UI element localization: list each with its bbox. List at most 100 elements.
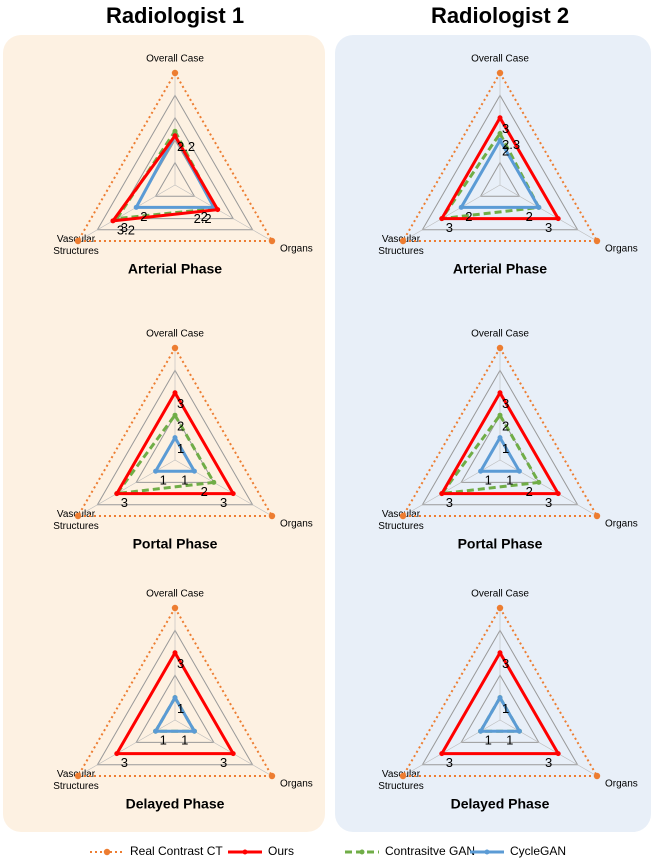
series-line bbox=[77, 607, 273, 777]
value-label: 3 bbox=[121, 220, 128, 235]
series-marker bbox=[74, 237, 82, 245]
column-title: Radiologist 1 bbox=[106, 3, 244, 28]
axis-line bbox=[174, 184, 273, 242]
value-label: 3 bbox=[446, 495, 453, 510]
series-marker bbox=[496, 604, 504, 612]
value-label: 1 bbox=[506, 733, 513, 748]
value-label: 1 bbox=[181, 733, 188, 748]
series-line bbox=[402, 607, 598, 777]
series-marker bbox=[536, 479, 542, 485]
series-marker bbox=[593, 772, 601, 780]
axis-label: VascularStructures bbox=[53, 769, 99, 792]
axis-label: VascularStructures bbox=[53, 234, 99, 257]
series-marker bbox=[478, 468, 484, 474]
value-label: 1 bbox=[160, 473, 167, 488]
series-marker bbox=[171, 344, 179, 352]
grid-ring bbox=[421, 629, 579, 766]
value-label: 3 bbox=[545, 220, 552, 235]
grid-ring bbox=[96, 629, 254, 766]
chart-title: Arterial Phase bbox=[128, 261, 222, 277]
series-marker bbox=[133, 204, 139, 210]
series-line bbox=[77, 347, 273, 517]
series-marker bbox=[268, 512, 276, 520]
series-marker bbox=[497, 137, 503, 143]
grid-ring bbox=[421, 369, 579, 506]
axis-line bbox=[174, 719, 273, 777]
series-line bbox=[440, 651, 560, 756]
series-marker bbox=[172, 412, 178, 418]
value-label: 2 bbox=[465, 209, 472, 224]
series-marker bbox=[439, 751, 445, 757]
value-label: 3 bbox=[502, 396, 509, 411]
series-marker bbox=[172, 133, 178, 139]
series-line bbox=[459, 138, 541, 209]
series-marker bbox=[497, 650, 503, 656]
grid-ring bbox=[460, 674, 540, 743]
series-marker bbox=[171, 69, 179, 77]
grid-ring bbox=[96, 369, 254, 506]
series-line bbox=[111, 134, 220, 223]
value-label: 1 bbox=[177, 701, 184, 716]
value-label: 2.2 bbox=[177, 139, 195, 154]
series-marker bbox=[497, 412, 503, 418]
value-label: 1 bbox=[502, 701, 509, 716]
axis-line bbox=[77, 459, 176, 517]
axis-label: Organs bbox=[605, 779, 638, 790]
legend-label: Real Contrast CT bbox=[130, 844, 223, 858]
value-label: 2.2 bbox=[194, 211, 212, 226]
axis-line bbox=[402, 459, 501, 517]
axis-line bbox=[402, 184, 501, 242]
value-label: 3 bbox=[177, 396, 184, 411]
axis-line bbox=[77, 184, 176, 242]
series-marker bbox=[268, 772, 276, 780]
series-marker bbox=[230, 491, 236, 497]
series-marker bbox=[215, 207, 221, 213]
value-label: 2 bbox=[526, 484, 533, 499]
series-line bbox=[479, 436, 521, 473]
value-label: 3 bbox=[502, 121, 509, 136]
legend-marker bbox=[103, 848, 111, 856]
grid-ring bbox=[135, 674, 215, 743]
series-marker bbox=[172, 695, 178, 701]
series-marker bbox=[268, 237, 276, 245]
series-marker bbox=[114, 491, 120, 497]
value-label: 2 bbox=[201, 209, 208, 224]
axis-label: Organs bbox=[280, 244, 313, 255]
series-marker bbox=[230, 751, 236, 757]
value-label: 1 bbox=[181, 473, 188, 488]
value-label: 1 bbox=[177, 441, 184, 456]
series-line bbox=[77, 72, 273, 242]
grid-ring bbox=[96, 94, 254, 231]
axis-line bbox=[174, 459, 273, 517]
value-label: 2.3 bbox=[502, 137, 520, 152]
series-line bbox=[154, 696, 196, 733]
chart-title: Delayed Phase bbox=[451, 796, 550, 812]
series-marker bbox=[458, 204, 464, 210]
grid-ring bbox=[479, 161, 521, 197]
legend-marker bbox=[359, 849, 365, 855]
series-marker bbox=[555, 491, 561, 497]
series-line bbox=[115, 129, 218, 221]
series-line bbox=[402, 72, 598, 242]
series-marker bbox=[536, 204, 542, 210]
value-label: 1 bbox=[506, 473, 513, 488]
series-line bbox=[440, 413, 541, 496]
series-marker bbox=[593, 512, 601, 520]
series-line bbox=[440, 116, 560, 221]
value-label: 2 bbox=[502, 419, 509, 434]
series-line bbox=[115, 391, 235, 496]
axis-label: Organs bbox=[605, 519, 638, 530]
series-line bbox=[115, 651, 235, 756]
legend-marker bbox=[484, 849, 490, 855]
series-line bbox=[440, 391, 560, 496]
series-line bbox=[115, 413, 216, 496]
axis-label: Overall Case bbox=[471, 54, 529, 65]
value-label: 3 bbox=[177, 656, 184, 671]
series-marker bbox=[516, 468, 522, 474]
grid-ring bbox=[421, 94, 579, 231]
value-label: 3 bbox=[121, 495, 128, 510]
series-marker bbox=[74, 512, 82, 520]
value-label: 3 bbox=[446, 220, 453, 235]
value-label: 3 bbox=[545, 755, 552, 770]
